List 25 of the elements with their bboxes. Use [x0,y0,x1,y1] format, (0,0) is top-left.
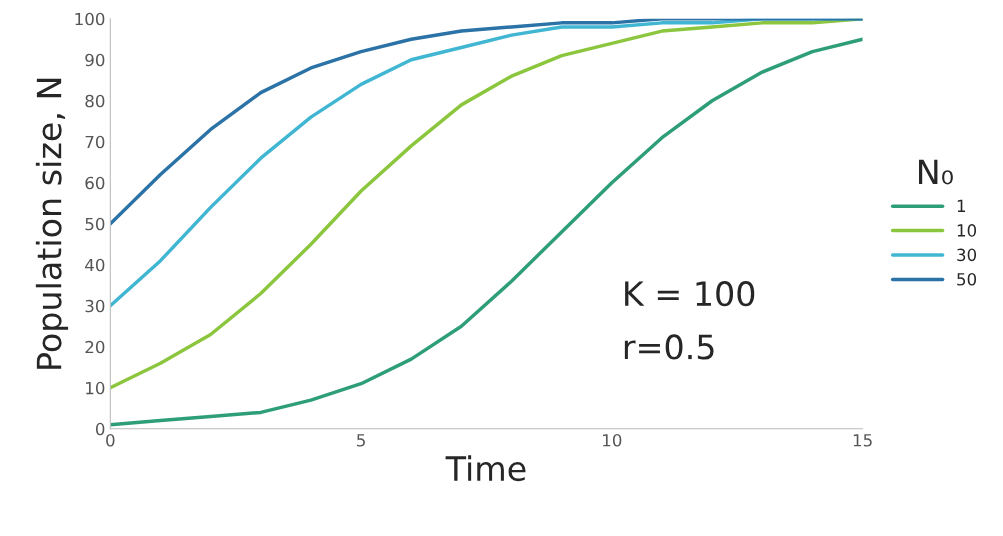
legend-label: 30 [957,248,977,262]
y-tick-label: 70 [85,135,105,149]
y-tick-label: 100 [75,12,105,26]
legend-title: N₀ [919,159,953,185]
x-tick-label: 10 [603,433,622,447]
y-tick-label: 80 [85,94,105,108]
y-tick-label: 90 [85,53,105,67]
y-tick-label: 60 [85,176,105,190]
legend-label: 50 [957,273,977,286]
y-tick-label: 40 [85,258,105,272]
x-tick-label: 15 [853,434,872,447]
line-series [110,18,863,226]
x-tick-label: 0 [106,433,115,447]
y-tick-label: 10 [86,381,105,395]
annotation: r=0.5 [624,334,714,360]
y-tick-label: 0 [95,422,105,436]
legend-label: 1 [957,199,966,212]
y-tick-label: 50 [85,217,105,231]
y-axis-title: Population size, N [35,78,69,369]
legend-label: 10 [957,224,977,237]
annotation: K = 100 [625,281,755,307]
y-tick-label: 30 [85,299,105,313]
x-tick-label: 5 [357,434,365,447]
y-tick-label: 20 [85,340,105,354]
x-axis-title: Time [445,455,526,482]
